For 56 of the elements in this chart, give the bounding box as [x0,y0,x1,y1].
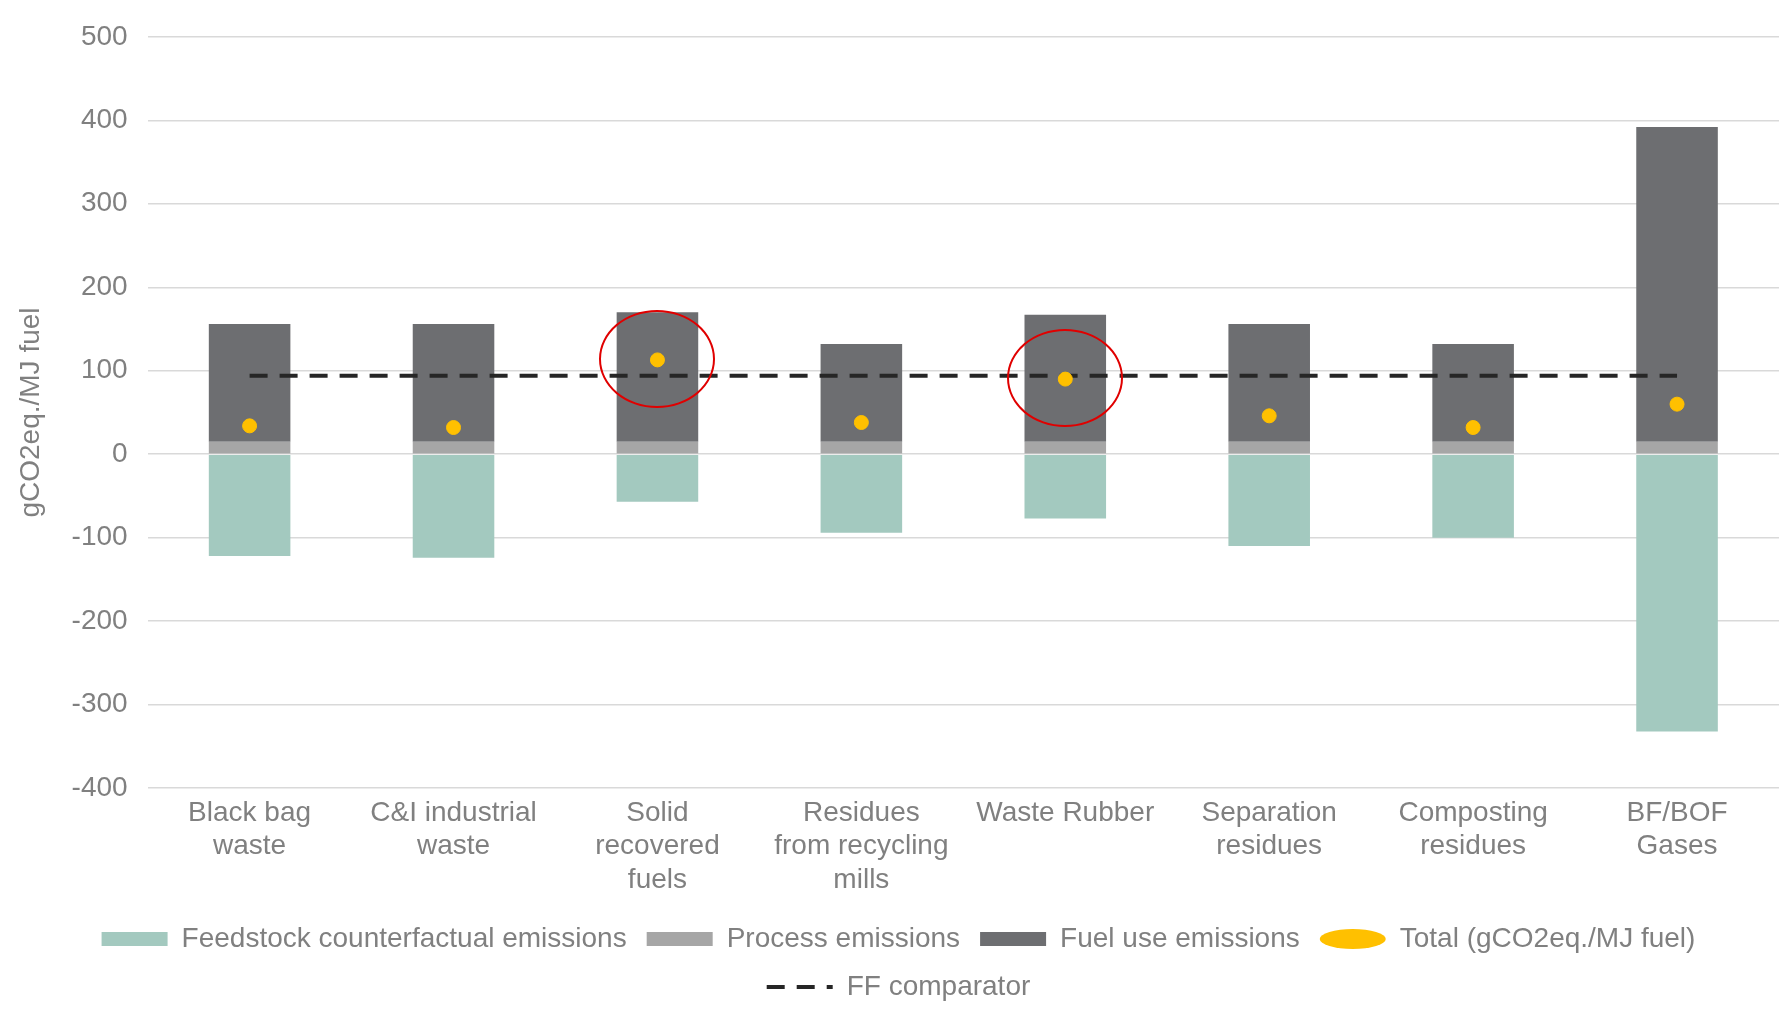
x-tick-label: Solid recovered fuels [595,795,720,894]
bar [616,441,699,454]
bar [616,454,699,502]
bar [208,324,291,442]
legend-label: Total (gCO2eq./MJ fuel) [1399,921,1696,953]
x-tick-label: Composting residues [1398,795,1548,861]
y-tick-label: 100 [80,353,128,385]
point [853,415,869,431]
legend-label: Feedstock counterfactual emissions [181,921,627,953]
bar [1432,344,1514,442]
y-tick-label: -300 [71,687,128,719]
point [1465,420,1481,436]
bar [1228,441,1310,454]
y-tick-label: 400 [80,103,128,135]
x-tick-label: Waste Rubber [976,795,1155,827]
bar [208,441,291,454]
bar [1636,454,1718,732]
point [242,418,258,434]
y-tick-label: 0 [112,436,128,468]
x-tick-label: Separation residues [1201,795,1337,861]
bar [616,312,699,442]
bar [1228,454,1310,547]
point [649,352,665,368]
legend-label: Fuel use emissions [1060,921,1300,953]
x-tick-label: C&I industrial waste [370,795,537,861]
x-tick-label: Black bag waste [188,795,312,861]
bar [1636,441,1718,454]
y-tick-label: -200 [71,603,128,635]
bar [1636,126,1718,442]
bar [820,454,903,533]
bar [1228,324,1310,442]
bar [1432,441,1514,454]
bar [820,344,903,442]
bar [1024,441,1107,454]
bar [1024,454,1107,519]
bar [412,441,495,454]
y-axis-title: gCO2eq./MJ fuel [13,307,45,518]
bar [208,454,291,557]
point [1057,371,1073,387]
legend-label: Process emissions [726,921,961,953]
y-tick-label: 500 [80,19,128,51]
legend-label: FF comparator [846,969,1031,1001]
y-tick-label: -400 [71,770,128,802]
x-tick-label: Residues from recycling mills [774,795,949,894]
point [446,420,462,436]
bar [412,454,495,558]
y-tick-label: 300 [80,186,128,218]
y-tick-label: 200 [80,269,128,301]
y-tick-label: -100 [71,520,128,552]
bar [1024,314,1107,442]
bar [1432,454,1514,538]
point [1669,396,1685,412]
point [1261,408,1277,424]
bar [412,324,495,442]
bar [820,441,903,454]
x-tick-label: BF/BOF Gases [1626,795,1728,861]
